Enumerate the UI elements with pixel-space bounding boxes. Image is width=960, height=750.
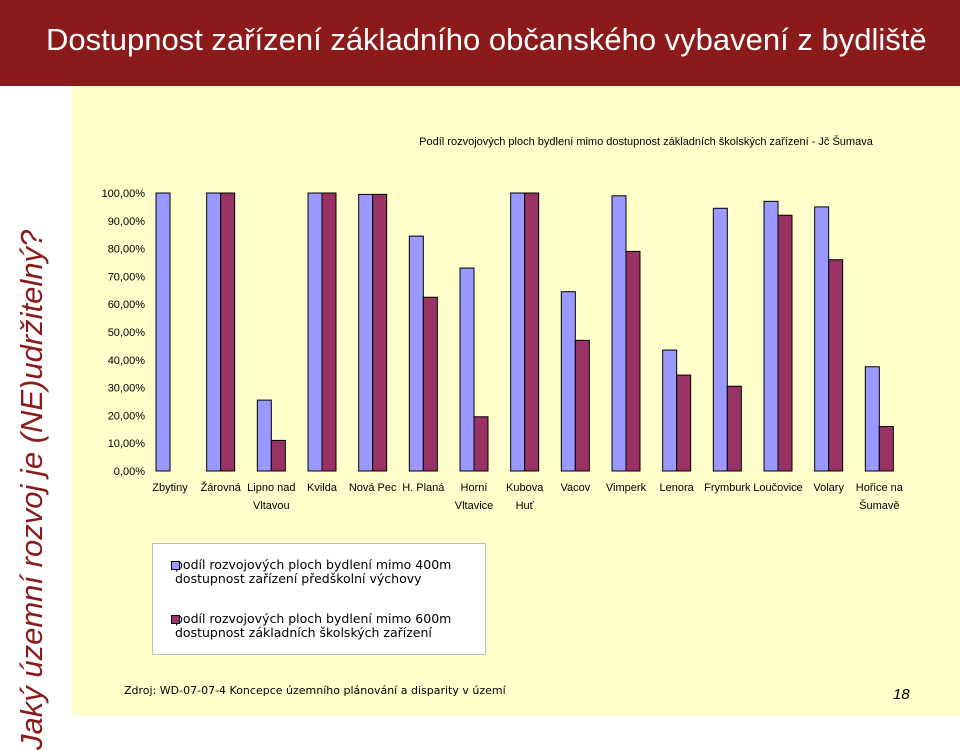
y-tick-label: 10,00% xyxy=(108,438,146,450)
y-tick-label: 90,00% xyxy=(108,216,146,228)
chart-title: Podíl rozvojových ploch bydlení mimo dos… xyxy=(419,135,874,148)
x-category-label: H. Planá xyxy=(402,482,445,494)
legend-swatch-series-1 xyxy=(171,561,180,570)
bar-series-2 xyxy=(676,374,692,472)
bar-series-1 xyxy=(307,192,323,472)
x-category-label: Volary xyxy=(813,482,844,494)
x-category-label: Zbytiny xyxy=(152,482,188,494)
slide-title: Dostupnost zařízení základního občanskéh… xyxy=(46,22,927,57)
x-category-label: Vacov xyxy=(560,482,590,494)
bar-series-2 xyxy=(524,192,540,472)
chart-legend: podíl rozvojových ploch bydlení mimo 400… xyxy=(152,543,486,655)
y-tick-label: 30,00% xyxy=(108,383,146,395)
bar-series-1 xyxy=(814,206,830,472)
legend-item-series-2: podíl rozvojových ploch bydlení mimo 600… xyxy=(171,611,481,640)
bar-series-2 xyxy=(726,385,742,472)
bar-series-1 xyxy=(155,192,171,472)
bar-series-1 xyxy=(256,399,272,472)
legend-label-series-2: podíl rozvojových ploch bydlení mimo 600… xyxy=(175,611,452,640)
x-category-label: Kvilda xyxy=(307,482,338,494)
y-tick-label: 60,00% xyxy=(108,299,146,311)
y-tick-label: 80,00% xyxy=(108,244,146,256)
bar-series-2 xyxy=(422,296,438,472)
bar-series-2 xyxy=(777,214,793,472)
x-category-label: Šumavě xyxy=(859,499,899,512)
x-category-label: Vimperk xyxy=(606,482,647,494)
legend-swatch-series-2 xyxy=(171,615,180,624)
bar-series-1 xyxy=(358,193,374,472)
bar-chart: Podíl rozvojových ploch bydlení mimo dos… xyxy=(102,135,904,512)
y-tick-label: 20,00% xyxy=(108,410,146,422)
bar-series-1 xyxy=(763,200,779,472)
y-tick-label: 70,00% xyxy=(108,271,146,283)
bar-series-1 xyxy=(560,291,576,472)
x-category-label: Lenora xyxy=(660,482,695,494)
bar-series-1 xyxy=(611,195,627,472)
x-category-label: Huť xyxy=(516,500,535,512)
bar-series-2 xyxy=(625,250,641,472)
bar-series-2 xyxy=(220,192,236,472)
bar-series-1 xyxy=(712,207,728,472)
bar-series-2 xyxy=(473,416,489,472)
bar-series-1 xyxy=(510,192,526,472)
bar-series-2 xyxy=(270,439,286,472)
bar-series-1 xyxy=(864,366,880,472)
x-category-label: Horní xyxy=(461,482,488,494)
page-number: 18 xyxy=(893,686,910,703)
x-category-label: Hořice na xyxy=(856,482,904,494)
x-category-label: Loučovice xyxy=(753,482,803,494)
y-tick-label: 0,00% xyxy=(114,466,145,478)
x-category-label: Vltavice xyxy=(455,500,494,512)
x-category-label: Frymburk xyxy=(704,482,751,494)
legend-item-series-1: podíl rozvojových ploch bydlení mimo 400… xyxy=(171,557,481,586)
title-bar: Dostupnost zařízení základního občanskéh… xyxy=(0,0,960,86)
bar-series-2 xyxy=(372,193,388,472)
legend-label-series-1: podíl rozvojových ploch bydlení mimo 400… xyxy=(175,557,452,586)
x-category-label: Lipno nad xyxy=(247,482,295,494)
y-tick-label: 50,00% xyxy=(108,327,146,339)
bar-series-2 xyxy=(574,339,590,472)
bar-series-1 xyxy=(662,349,678,472)
bar-series-2 xyxy=(321,192,337,472)
y-tick-label: 100,00% xyxy=(102,188,146,200)
bar-series-1 xyxy=(408,235,424,472)
x-category-label: Vltavou xyxy=(253,500,290,512)
x-category-label: Nová Pec xyxy=(349,482,397,494)
x-category-label: Kubova xyxy=(506,482,544,494)
bar-series-2 xyxy=(828,259,844,472)
sidebar: Jaký územní rozvoj je (NE)udržitelný? xyxy=(0,86,72,750)
y-tick-label: 40,00% xyxy=(108,355,146,367)
bar-series-2 xyxy=(878,426,894,472)
source-note: Zdroj: WD-07-07-4 Koncepce územního plán… xyxy=(124,684,506,697)
bar-series-1 xyxy=(206,192,222,472)
x-category-label: Žárovná xyxy=(200,481,241,494)
bar-series-1 xyxy=(459,267,475,472)
